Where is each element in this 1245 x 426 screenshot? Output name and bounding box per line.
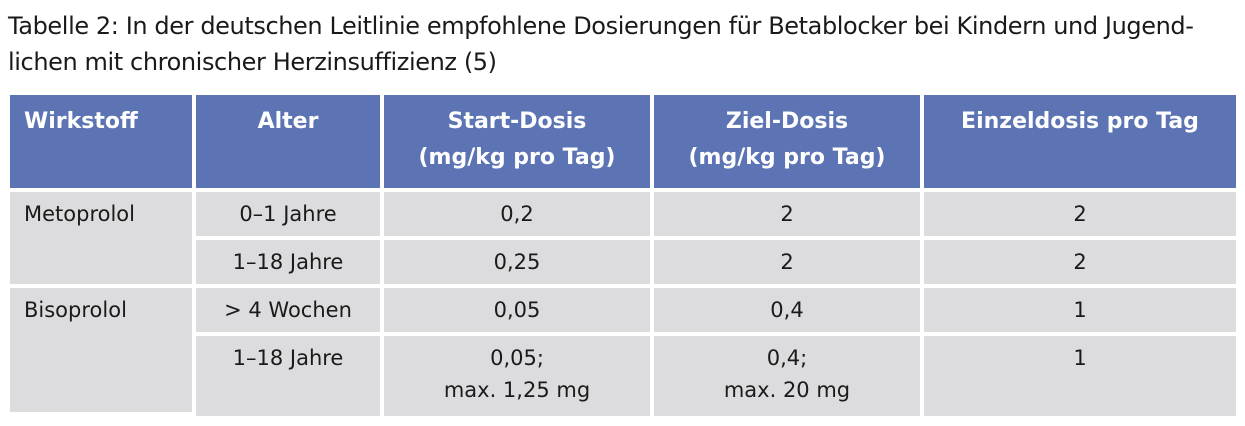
header-ziel-dosis: Ziel-Dosis (mg/kg pro Tag) — [654, 95, 924, 192]
cell-start-dosis: 0,05; max. 1,25 mg — [384, 336, 654, 416]
header-ziel-dosis-unit: (mg/kg pro Tag) — [688, 145, 886, 170]
cell-start-dosis-max: max. 1,25 mg — [443, 378, 591, 402]
cell-ziel-dosis: 2 — [654, 240, 924, 288]
header-row: Wirkstoff Alter Start-Dosis (mg/kg pro T… — [10, 95, 1236, 192]
cell-ziel-dosis-max: max. 20 mg — [723, 378, 851, 402]
header-wirkstoff: Wirkstoff — [10, 95, 196, 192]
cell-wirkstoff: Metoprolol — [10, 192, 196, 288]
caption-line-2: lichen mit chronischer Herzinsuffizienz … — [8, 48, 497, 76]
caption-line-1: Tabelle 2: In der deutschen Leitlinie em… — [8, 12, 1194, 40]
header-ziel-dosis-title: Ziel-Dosis — [725, 109, 849, 134]
header-alter: Alter — [196, 95, 384, 192]
header-start-dosis: Start-Dosis (mg/kg pro Tag) — [384, 95, 654, 192]
cell-wirkstoff: Bisoprolol — [10, 288, 196, 416]
cell-ziel-dosis-value: 0,4; — [766, 346, 808, 370]
cell-einzeldosis: 2 — [924, 240, 1236, 288]
header-einzeldosis: Einzeldosis pro Tag — [924, 95, 1236, 192]
cell-start-dosis-value: 0,05; — [490, 346, 544, 370]
dosage-table: Wirkstoff Alter Start-Dosis (mg/kg pro T… — [10, 95, 1236, 416]
cell-start-dosis: 0,25 — [384, 240, 654, 288]
cell-alter: 1–18 Jahre — [196, 240, 384, 288]
header-start-dosis-unit: (mg/kg pro Tag) — [418, 145, 616, 170]
cell-start-dosis: 0,2 — [384, 192, 654, 240]
cell-ziel-dosis: 0,4; max. 20 mg — [654, 336, 924, 416]
cell-start-dosis: 0,05 — [384, 288, 654, 336]
cell-ziel-dosis: 0,4 — [654, 288, 924, 336]
header-start-dosis-title: Start-Dosis — [447, 109, 587, 134]
table-row: 1–18 Jahre 0,05; max. 1,25 mg 0,4; max. … — [10, 336, 1236, 416]
cell-alter: 0–1 Jahre — [196, 192, 384, 240]
cell-einzeldosis: 2 — [924, 192, 1236, 240]
table-caption: Tabelle 2: In der deutschen Leitlinie em… — [8, 8, 1240, 80]
table-row: Metoprolol 0–1 Jahre 0,2 2 2 — [10, 192, 1236, 288]
table-row: Bisoprolol > 4 Wochen 0,05 0,4 1 — [10, 288, 1236, 416]
cell-einzeldosis: 1 — [924, 288, 1236, 336]
table-row: 1–18 Jahre 0,25 2 2 — [10, 240, 1236, 288]
cell-ziel-dosis: 2 — [654, 192, 924, 240]
cell-alter: 1–18 Jahre — [196, 336, 384, 416]
cell-alter: > 4 Wochen — [196, 288, 384, 336]
cell-einzeldosis: 1 — [924, 336, 1236, 416]
